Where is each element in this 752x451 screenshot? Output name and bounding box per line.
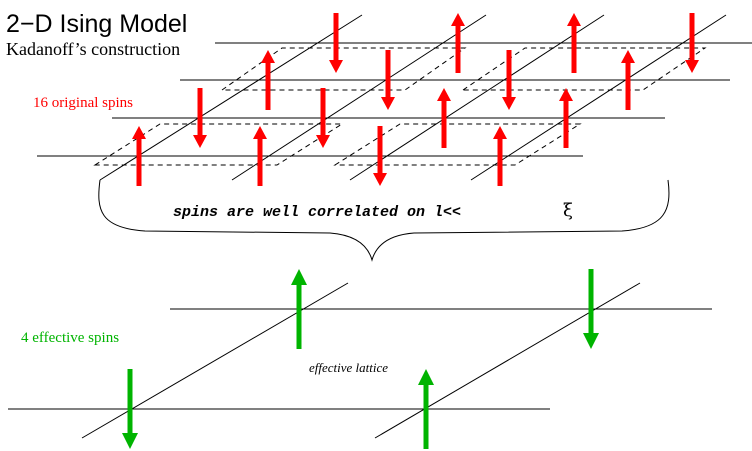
effective-spin-arrow-down [583, 269, 599, 349]
effective-lattice-label: effective lattice [309, 360, 388, 375]
original-spin-arrow-up [559, 88, 573, 148]
correlation-length-symbol: ξ [563, 200, 573, 221]
effective-spin-arrows [122, 269, 599, 449]
original-spin-arrow-up [567, 13, 581, 73]
original-spin-arrow-up [261, 50, 275, 110]
original-spin-arrow-up [437, 88, 451, 148]
lattice-column-line [231, 14, 487, 181]
original-spin-arrow-up [253, 126, 267, 186]
diagram-subtitle: Kadanoff’s construction [6, 39, 180, 59]
effective-column-line [81, 282, 349, 439]
grouping-brace [98, 179, 670, 262]
diagram-title: 2−D Ising Model [6, 10, 187, 38]
original-spin-arrow-up [621, 50, 635, 110]
lattice-column-line [99, 14, 363, 181]
block-outline [333, 123, 582, 166]
effective-column-line [374, 282, 641, 439]
block-outline [93, 123, 344, 166]
lattice-column-line [349, 14, 605, 181]
effective-spin-arrow-up [418, 369, 434, 449]
effective-spins-label: 4 effective spins [21, 330, 119, 346]
original-spin-arrow-up [132, 126, 146, 186]
original-spin-arrow-down [502, 50, 516, 110]
original-spin-arrow-down [329, 13, 343, 73]
effective-spin-arrow-up [291, 269, 307, 349]
block-outline [461, 47, 707, 91]
original-spin-arrow-down [193, 88, 207, 148]
original-spin-arrow-up [493, 126, 507, 186]
correlation-caption: spins are well correlated on l<< [173, 204, 461, 221]
lattice-column-line [470, 14, 727, 181]
original-spins-label: 16 original spins [33, 95, 133, 111]
effective-lattice [8, 282, 712, 439]
original-lattice [37, 14, 752, 181]
original-spin-arrow-down [685, 13, 699, 73]
original-spin-arrow-up [451, 13, 465, 73]
original-spin-arrows [132, 13, 699, 186]
block-outline [220, 47, 467, 91]
original-spin-arrow-down [316, 88, 330, 148]
original-spin-arrow-down [373, 126, 387, 186]
original-spin-arrow-down [381, 50, 395, 110]
effective-spin-arrow-down [122, 369, 138, 449]
